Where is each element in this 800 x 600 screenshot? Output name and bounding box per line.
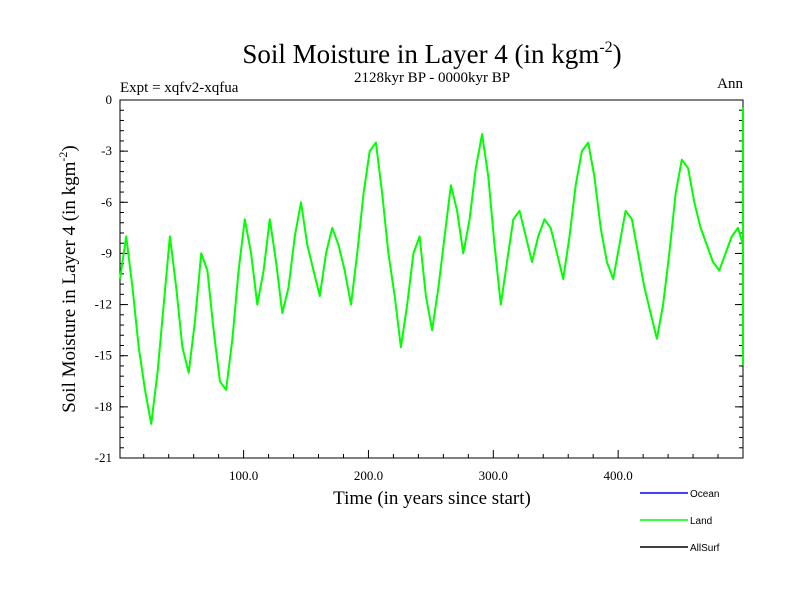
legend-label-allsurf: AllSurf bbox=[690, 543, 720, 554]
plot-frame bbox=[119, 99, 744, 459]
chart-title-superscript: -2 bbox=[599, 39, 612, 56]
y-tick-label: -9 bbox=[101, 245, 112, 260]
y-axis-label: Soil Moisture in Layer 4 (in kgm-2) bbox=[56, 145, 80, 413]
x-tick-label: 100.0 bbox=[229, 468, 258, 483]
chart-subtitle: 2128kyr BP - 0000kyr BP bbox=[354, 70, 510, 86]
series-line-land bbox=[119, 107, 744, 425]
chart-title-main: Soil Moisture in Layer 4 (in kgm bbox=[242, 39, 599, 69]
x-tick-label: 200.0 bbox=[354, 468, 383, 483]
legend: Ocean Land AllSurf bbox=[640, 489, 720, 554]
chart-title: Soil Moisture in Layer 4 (in kgm-2) bbox=[242, 39, 621, 69]
y-axis-label-end: ) bbox=[59, 145, 80, 151]
legend-label-land: Land bbox=[690, 516, 712, 527]
x-tick-label: 300.0 bbox=[479, 468, 508, 483]
y-tick-label: -6 bbox=[101, 194, 112, 209]
x-axis: 100.0 200.0 300.0 400.0 bbox=[143, 450, 719, 483]
chart-title-end: ) bbox=[613, 39, 622, 69]
y-tick-label: -21 bbox=[95, 450, 112, 465]
x-axis-label: Time (in years since start) bbox=[333, 488, 531, 509]
y-tick-label: 0 bbox=[106, 92, 113, 107]
experiment-label: Expt = xqfv2-xqfua bbox=[120, 80, 239, 96]
y-axis-label-main: Soil Moisture in Layer 4 (in kgm bbox=[59, 161, 80, 412]
season-label: Ann bbox=[717, 76, 743, 92]
y-tick-label: -3 bbox=[101, 143, 112, 158]
x-tick-label: 400.0 bbox=[604, 468, 633, 483]
y-axis-label-superscript: -2 bbox=[56, 152, 70, 162]
y-tick-label: -15 bbox=[95, 348, 112, 363]
y-axis: 0 -3 -6 -9 -12 -15 -18 -21 bbox=[95, 92, 743, 465]
series-group bbox=[119, 107, 744, 425]
y-tick-label: -12 bbox=[95, 297, 112, 312]
legend-label-ocean: Ocean bbox=[690, 489, 719, 500]
y-tick-label: -18 bbox=[95, 399, 112, 414]
